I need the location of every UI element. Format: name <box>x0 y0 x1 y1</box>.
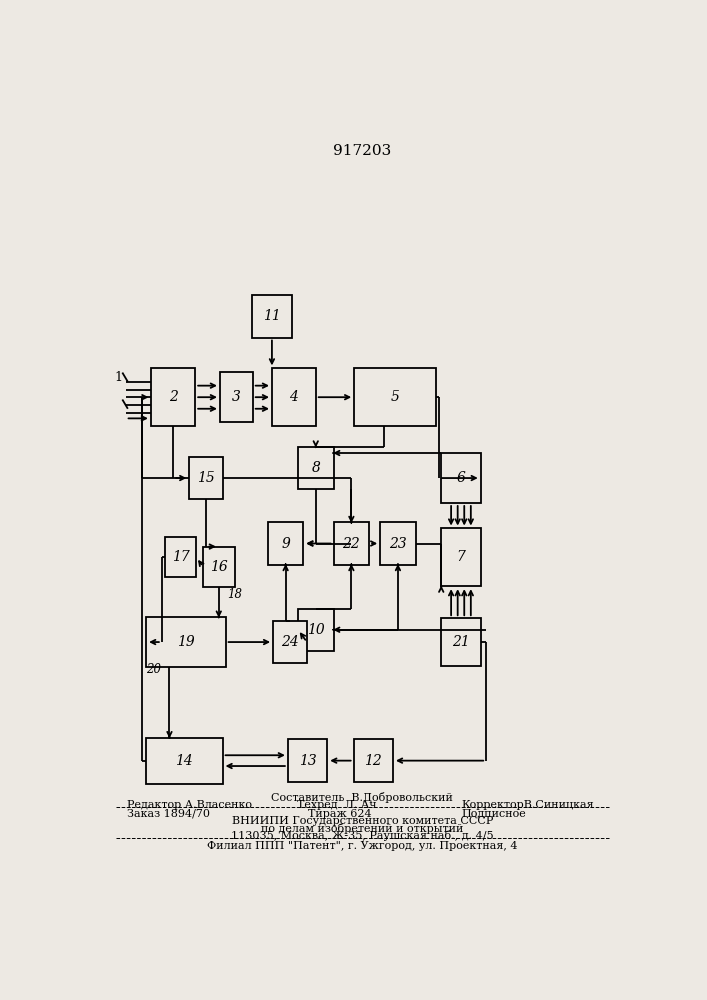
Bar <box>273 621 307 663</box>
Text: ВНИИПИ Государственного комитета СССР: ВНИИПИ Государственного комитета СССР <box>232 816 493 826</box>
Text: 15: 15 <box>197 471 215 485</box>
Text: 23: 23 <box>389 536 407 550</box>
Text: КорректорВ.Синицкая: КорректорВ.Синицкая <box>461 800 594 810</box>
Bar <box>165 537 197 577</box>
Text: 2: 2 <box>169 390 177 404</box>
Bar <box>354 368 436 426</box>
Text: Техред  Л. Ач: Техред Л. Ач <box>297 800 376 810</box>
Text: Филиал ППП "Патент", г. Ужгород, ул. Проектная, 4: Филиал ППП "Патент", г. Ужгород, ул. Про… <box>207 841 518 851</box>
Bar <box>380 522 416 565</box>
Text: Редактор А.Власенко: Редактор А.Власенко <box>127 800 252 810</box>
Bar <box>151 368 195 426</box>
Bar <box>441 618 481 666</box>
Bar <box>334 522 369 565</box>
Text: по делам изобретений и открытий: по делам изобретений и открытий <box>261 823 464 834</box>
Text: 21: 21 <box>452 635 470 649</box>
Text: 24: 24 <box>281 635 299 649</box>
Text: 18: 18 <box>227 588 242 601</box>
Text: 5: 5 <box>391 390 399 404</box>
Bar <box>220 372 253 422</box>
Bar <box>203 547 235 587</box>
Text: Тираж 624: Тираж 624 <box>308 809 371 819</box>
Text: 3: 3 <box>232 390 241 404</box>
Text: Составитель  В.Добровольский: Составитель В.Добровольский <box>271 792 453 803</box>
Text: 7: 7 <box>457 550 465 564</box>
Bar <box>298 447 334 489</box>
Bar <box>268 522 303 565</box>
Text: Подписное: Подписное <box>461 809 526 819</box>
Text: 4: 4 <box>289 390 298 404</box>
Text: 20: 20 <box>146 663 160 676</box>
Bar <box>288 739 327 782</box>
Bar <box>441 528 481 586</box>
Text: 12: 12 <box>364 754 382 768</box>
Text: 6: 6 <box>457 471 465 485</box>
Bar <box>252 295 292 338</box>
Text: 10: 10 <box>307 623 325 637</box>
Text: 917203: 917203 <box>333 144 392 158</box>
Text: 9: 9 <box>281 536 290 550</box>
Bar <box>189 457 223 499</box>
Text: 8: 8 <box>311 461 320 475</box>
Text: 22: 22 <box>342 536 361 550</box>
Text: 13: 13 <box>298 754 317 768</box>
Text: 11: 11 <box>263 309 281 323</box>
Text: Заказ 1894/70: Заказ 1894/70 <box>127 809 210 819</box>
Text: 17: 17 <box>172 550 189 564</box>
Text: 113035, Москва, Ж-35, Раушская наб., д. 4/5: 113035, Москва, Ж-35, Раушская наб., д. … <box>231 830 493 841</box>
Bar <box>146 617 226 667</box>
Bar <box>441 453 481 503</box>
Text: 16: 16 <box>210 560 228 574</box>
Bar <box>354 739 393 782</box>
Bar <box>146 738 223 784</box>
Text: 14: 14 <box>175 754 193 768</box>
Text: 1: 1 <box>115 371 122 384</box>
Bar <box>272 368 316 426</box>
Bar <box>298 609 334 651</box>
Text: 19: 19 <box>177 635 195 649</box>
